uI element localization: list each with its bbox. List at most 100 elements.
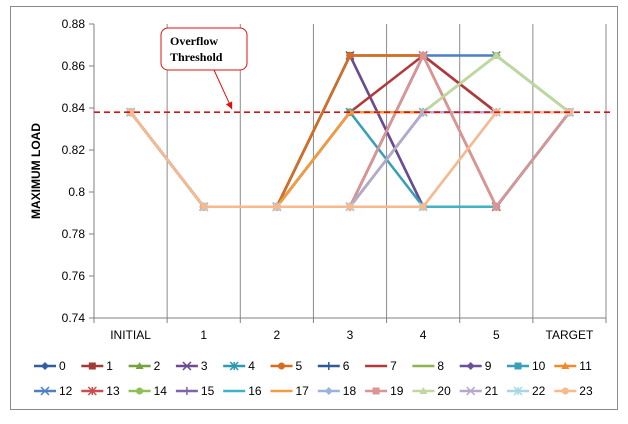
threshold-callout-arrow [213, 69, 233, 110]
legend-marker [41, 362, 49, 370]
legend-item-3: 3 [175, 359, 208, 373]
series-7 [126, 54, 574, 208]
series-5 [127, 52, 573, 211]
y-tick-label: 0.82 [62, 143, 86, 157]
series-lines [126, 50, 574, 212]
legend-marker [466, 386, 476, 396]
legend-label: 6 [343, 359, 350, 373]
series-line [129, 54, 570, 208]
legend-marker [182, 387, 191, 395]
y-tick-label: 0.78 [62, 227, 86, 241]
legend-label: 1 [106, 359, 113, 373]
legend-marker [419, 387, 428, 394]
grid [166, 24, 607, 318]
legend-item-11: 11 [554, 359, 592, 373]
legend-label: 2 [154, 359, 161, 373]
legend-label: 23 [579, 384, 593, 398]
legend-label: 18 [343, 384, 357, 398]
series-line [129, 110, 570, 208]
series-line [129, 110, 570, 208]
series-line [129, 54, 571, 208]
series-line [129, 110, 570, 208]
legend-marker [324, 387, 333, 395]
series-12 [126, 50, 574, 212]
legend-item-22: 22 [507, 384, 546, 398]
legend-label: 9 [485, 359, 492, 373]
x-tick-label: 4 [420, 328, 427, 342]
data-point [418, 107, 428, 117]
legend-label: 4 [248, 359, 255, 373]
series-line [129, 54, 571, 208]
series-line [129, 110, 571, 208]
legend-item-2: 2 [128, 359, 161, 373]
data-point [419, 52, 427, 59]
legend-item-17: 17 [270, 384, 310, 398]
legend-marker [466, 362, 475, 370]
legend-item-6: 6 [317, 359, 350, 373]
x-tick-labels: INITIAL 1 2 3 4 5 TARGET [93, 318, 607, 342]
data-point [492, 203, 500, 211]
legend-label: 17 [296, 384, 310, 398]
legend-marker [324, 362, 333, 370]
series-line [129, 54, 571, 208]
series-line [129, 110, 570, 208]
data-point [200, 203, 208, 211]
series-line [129, 54, 570, 208]
series-line [129, 54, 571, 208]
data-point [346, 203, 354, 211]
x-tick-label: TARGET [546, 328, 594, 342]
legend-item-14: 14 [128, 384, 168, 398]
series-line [129, 111, 571, 208]
legend-marker [513, 386, 523, 396]
legend-marker [136, 387, 144, 395]
series-line [129, 54, 571, 208]
legend-marker [561, 387, 569, 395]
threshold-label-line2: Threshold [170, 50, 223, 64]
legend-item-15: 15 [175, 384, 215, 398]
x-tick-label: INITIAL [110, 328, 151, 342]
series-6 [126, 51, 574, 211]
x-tick-label: 2 [274, 328, 281, 342]
legend-item-7: 7 [365, 359, 397, 373]
legend-label: 11 [579, 359, 592, 373]
legend-item-18: 18 [317, 384, 357, 398]
legend-label: 21 [485, 384, 499, 398]
y-tick-label: 0.8 [68, 185, 85, 199]
legend-item-16: 16 [223, 384, 262, 398]
legend-item-1: 1 [81, 359, 113, 373]
legend-item-4: 4 [223, 359, 255, 373]
legend-label: 20 [437, 384, 451, 398]
legend-marker [40, 386, 50, 396]
series-line [129, 54, 571, 208]
legend-label: 15 [201, 384, 215, 398]
series-line [129, 110, 570, 208]
legend-label: 7 [390, 359, 397, 373]
series-0 [126, 51, 574, 211]
data-point [346, 52, 354, 59]
y-tick-label: 0.76 [62, 269, 86, 283]
series-1 [127, 52, 573, 211]
legend-item-10: 10 [507, 359, 546, 373]
legend-label: 14 [154, 384, 168, 398]
legend-label: 3 [201, 359, 208, 373]
threshold: Overflow Threshold [94, 27, 612, 113]
legend-marker [135, 362, 144, 369]
legend-item-13: 13 [81, 384, 120, 398]
series-line [129, 110, 570, 208]
data-point [419, 203, 427, 211]
y-tick-label: 0.74 [62, 311, 86, 325]
legend-marker [182, 361, 192, 371]
legend-label: 19 [390, 384, 404, 398]
threshold-label-line1: Overflow [170, 34, 218, 48]
series-20 [126, 51, 574, 210]
legend-label: 12 [59, 384, 73, 398]
legend-item-9: 9 [459, 359, 492, 373]
series-14 [127, 52, 573, 211]
x-tick-label: 3 [347, 328, 354, 342]
series-line [129, 110, 570, 208]
y-tick-label: 0.86 [62, 59, 86, 73]
series-13 [126, 50, 574, 212]
y-tick-label: 0.84 [62, 101, 86, 115]
series-line [129, 110, 570, 208]
